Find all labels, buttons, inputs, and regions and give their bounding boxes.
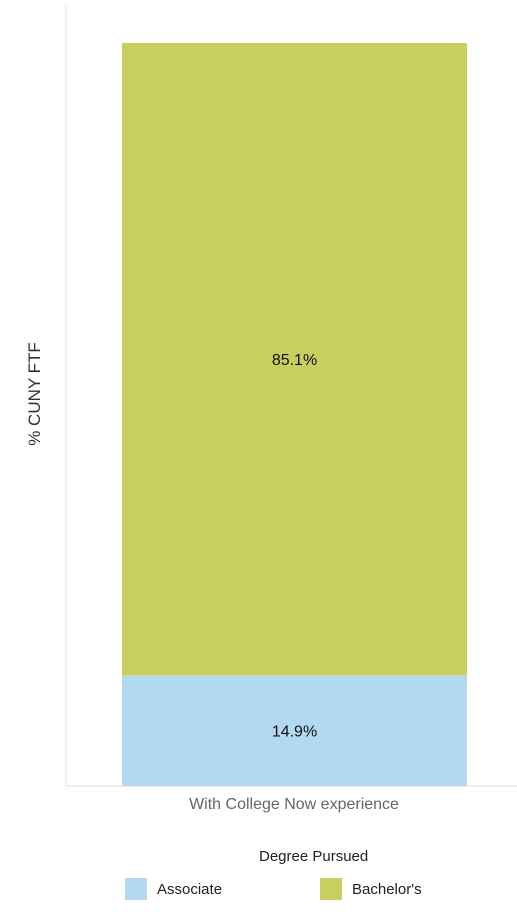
bar-segment-associate[interactable] xyxy=(122,675,467,786)
x-tick-label: With College Now experience xyxy=(189,796,399,813)
legend-label-associate: Associate xyxy=(157,880,223,898)
y-axis-title: % CUNY FTF xyxy=(25,342,44,446)
data-label-associate: 14.9% xyxy=(272,724,317,741)
legend-swatch-associate xyxy=(125,878,147,900)
data-label-bachelors: 85.1% xyxy=(272,352,317,369)
legend-item-associate[interactable]: Associate xyxy=(125,878,222,900)
legend-title: Degree Pursued xyxy=(259,848,369,865)
legend-label-bachelors: Bachelor's xyxy=(352,880,422,898)
bar-segment-bachelors[interactable] xyxy=(122,43,467,676)
bars-group: 14.9% 85.1% xyxy=(122,43,467,786)
legend-item-bachelors[interactable]: Bachelor's xyxy=(320,878,422,900)
legend-swatch-bachelors xyxy=(320,878,342,900)
